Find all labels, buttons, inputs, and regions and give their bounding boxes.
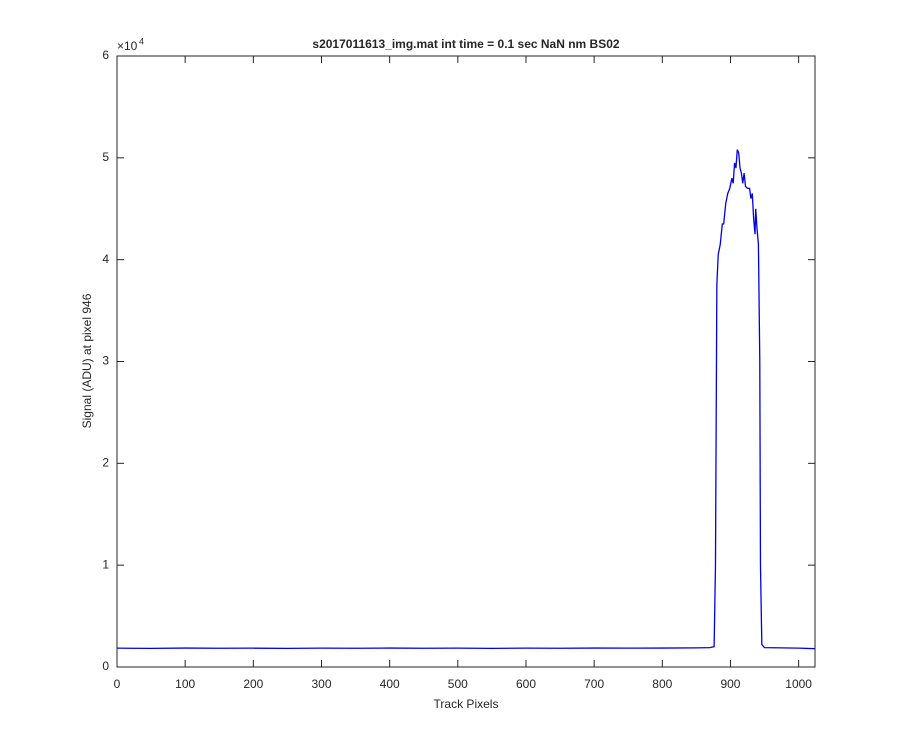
x-tick-label: 600 xyxy=(516,677,536,691)
y-multiplier-power: 4 xyxy=(139,36,144,46)
x-tick-label: 300 xyxy=(311,677,331,691)
x-tick-label: 400 xyxy=(380,677,400,691)
x-tick-label: 1000 xyxy=(785,677,812,691)
x-tick-label: 900 xyxy=(720,677,740,691)
y-tick-label: 6 xyxy=(102,48,109,62)
y-axis-label: Signal (ADU) at pixel 946 xyxy=(80,293,94,428)
chart-title: s2017011613_img.mat int time = 0.1 sec N… xyxy=(312,37,619,51)
x-tick-label: 500 xyxy=(448,677,468,691)
x-axis-label: Track Pixels xyxy=(434,697,499,711)
x-tick-label: 0 xyxy=(114,677,121,691)
x-tick-label: 800 xyxy=(652,677,672,691)
y-tick-label: 2 xyxy=(102,456,109,470)
x-tick-label: 100 xyxy=(175,677,195,691)
y-tick-label: 0 xyxy=(102,659,109,673)
data-line xyxy=(116,149,816,650)
axes-box xyxy=(116,55,816,668)
y-tick-label: 1 xyxy=(102,557,109,571)
x-tick-label: 200 xyxy=(243,677,263,691)
y-tick-label: 4 xyxy=(102,252,109,266)
y-multiplier: ×10 xyxy=(117,39,138,53)
x-tick-label: 700 xyxy=(584,677,604,691)
y-tick-label: 3 xyxy=(102,354,109,368)
y-tick-label: 5 xyxy=(102,150,109,164)
